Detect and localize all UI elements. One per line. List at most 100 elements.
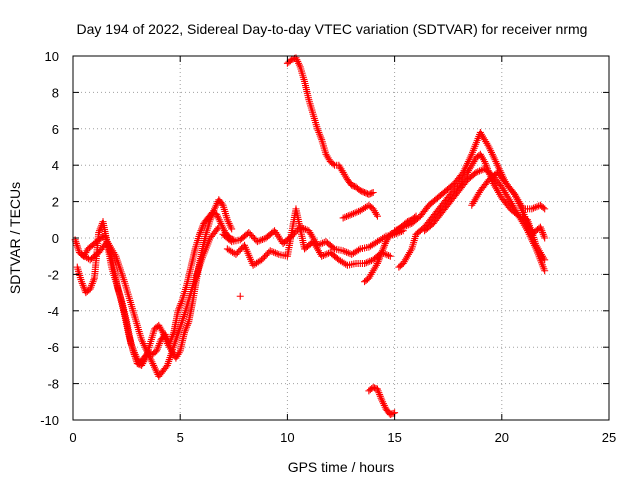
y-tick-label: 10	[45, 49, 59, 64]
data-point	[385, 251, 393, 259]
series-trace-9	[361, 212, 420, 286]
y-tick-label: -4	[47, 304, 59, 319]
data-point	[73, 241, 81, 249]
x-tick-label: 20	[495, 430, 509, 445]
data-point	[472, 168, 480, 176]
data-point	[349, 210, 357, 218]
data-point	[215, 223, 223, 231]
data-point	[268, 247, 276, 255]
series-trace-6	[283, 54, 377, 198]
data-point	[531, 203, 539, 211]
data-point	[530, 204, 538, 212]
data-point	[401, 222, 409, 230]
data-point	[342, 260, 350, 268]
data-point	[228, 225, 236, 233]
y-tick-label: -6	[47, 340, 59, 355]
data-point	[346, 211, 354, 219]
data-point	[74, 243, 82, 251]
data-point	[329, 244, 337, 252]
data-point	[391, 227, 399, 235]
data-point	[392, 226, 400, 234]
data-point	[259, 235, 267, 243]
data-point	[344, 212, 352, 220]
data-point	[399, 223, 407, 231]
data-point	[339, 247, 347, 255]
data-point	[341, 247, 349, 255]
data-point	[541, 256, 549, 264]
x-tick-label: 15	[387, 430, 401, 445]
data-point	[348, 210, 356, 218]
data-point	[369, 189, 377, 196]
series-trace-12	[421, 165, 549, 275]
data-point	[541, 234, 549, 242]
y-tick-label: 2	[52, 195, 59, 210]
y-tick-label: 0	[52, 231, 59, 246]
data-point	[343, 213, 351, 221]
x-tick-label: 10	[280, 430, 294, 445]
data-point	[474, 168, 482, 176]
data-point	[476, 167, 484, 175]
y-tick-label: -8	[47, 377, 59, 392]
series-trace-3	[78, 223, 223, 380]
data-point	[396, 225, 404, 233]
data-marks	[71, 54, 549, 419]
data-point	[266, 247, 274, 255]
data-point	[341, 213, 349, 221]
data-point	[319, 251, 327, 259]
data-point	[389, 409, 397, 417]
data-point	[362, 259, 370, 267]
series-trace-2	[73, 196, 236, 369]
data-point	[329, 160, 337, 168]
data-point	[72, 239, 80, 247]
data-point	[318, 252, 326, 260]
data-point	[257, 236, 265, 244]
series-trace-7	[365, 383, 399, 419]
x-tick-label: 25	[602, 430, 616, 445]
data-point	[300, 225, 308, 233]
data-point	[351, 209, 359, 217]
data-point	[394, 225, 402, 233]
chart-title: Day 194 of 2022, Sidereal Day-to-day VTE…	[77, 21, 588, 37]
series-trace-13	[468, 168, 549, 242]
data-point	[364, 258, 372, 266]
data-point	[271, 249, 279, 257]
data-point	[355, 246, 363, 254]
y-tick-label: 4	[52, 158, 59, 173]
data-point	[528, 205, 536, 213]
data-point	[386, 252, 394, 260]
x-axis-label: GPS time / hours	[288, 459, 395, 475]
data-point	[273, 250, 281, 258]
data-point	[317, 240, 325, 248]
x-tick-label: 0	[69, 430, 76, 445]
data-point	[368, 189, 376, 197]
data-point	[270, 248, 278, 256]
y-tick-label: -2	[47, 267, 59, 282]
data-point	[321, 251, 329, 259]
data-point	[541, 267, 549, 275]
data-point	[404, 221, 412, 229]
series-trace-5	[223, 205, 394, 269]
data-point	[162, 363, 170, 371]
data-point	[255, 237, 263, 245]
data-point	[301, 225, 309, 233]
data-point	[361, 259, 369, 267]
data-point	[218, 200, 226, 208]
data-point	[214, 225, 222, 233]
y-axis-label: SDTVAR / TECUs	[7, 182, 23, 294]
data-point	[253, 238, 261, 246]
data-point	[373, 212, 381, 220]
series-trace-8	[339, 201, 381, 222]
data-point	[541, 205, 549, 213]
data-point	[353, 208, 361, 216]
data-point	[403, 222, 411, 230]
data-point	[397, 224, 405, 232]
data-point	[383, 251, 391, 259]
x-tick-label: 5	[177, 430, 184, 445]
data-point	[339, 214, 347, 222]
y-tick-label: -10	[40, 413, 59, 428]
y-tick-label: 6	[52, 122, 59, 137]
series-trace-14	[236, 292, 244, 300]
y-tick-label: 8	[52, 85, 59, 100]
